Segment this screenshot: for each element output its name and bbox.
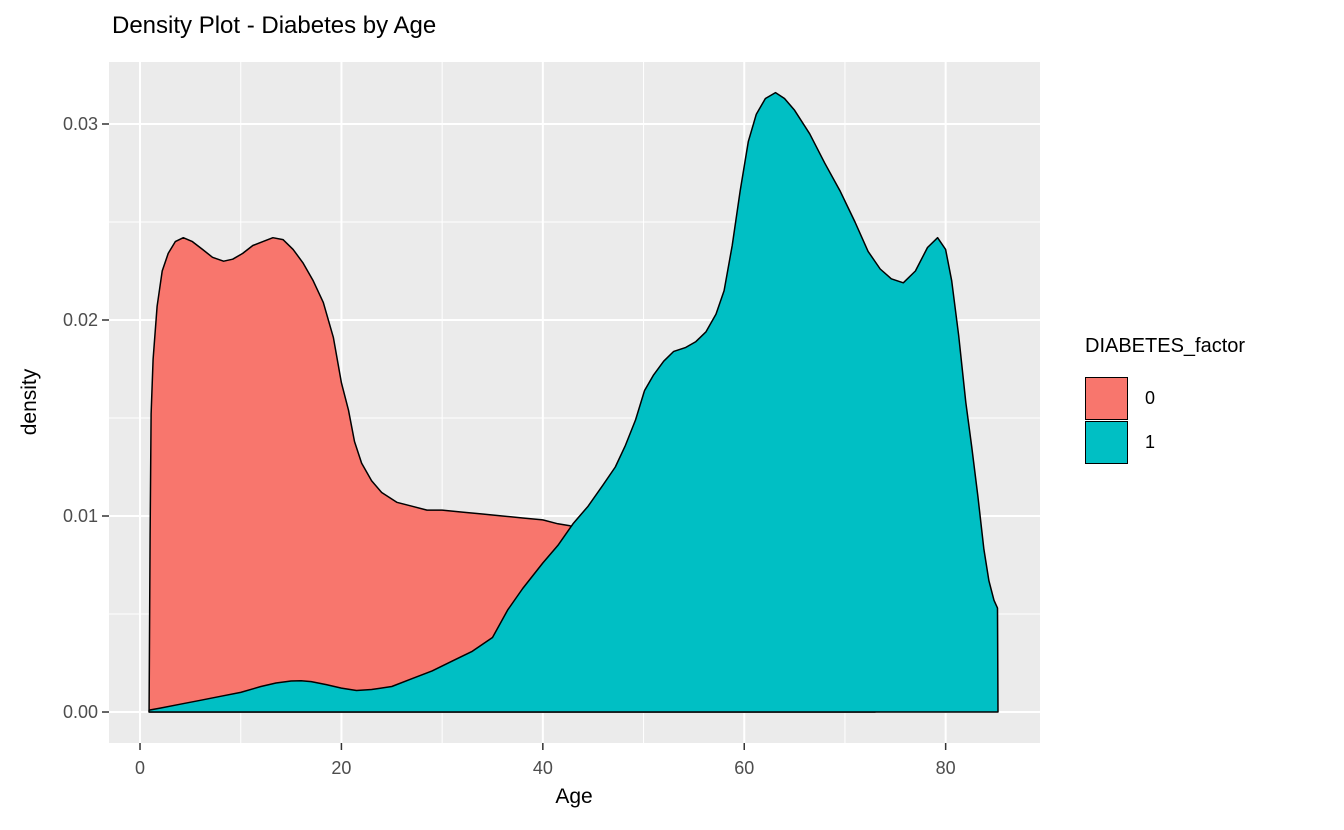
x-tick-label: 40: [533, 758, 553, 778]
legend-label-1: 1: [1145, 432, 1156, 452]
legend-swatch-0: [1085, 377, 1128, 420]
x-tick-label: 20: [331, 758, 351, 778]
x-axis-title: Age: [555, 785, 593, 808]
legend-swatch-1: [1085, 421, 1128, 464]
y-tick-label: 0.02: [63, 310, 98, 330]
legend-title: DIABETES_factor: [1085, 335, 1246, 357]
legend-entry: 1: [1085, 421, 1245, 464]
legend: DIABETES_factor 0 1: [1085, 335, 1245, 465]
x-tick-label: 80: [936, 758, 956, 778]
y-tick-label: 0.00: [63, 702, 98, 722]
y-tick-label: 0.03: [63, 114, 98, 134]
y-tick-label: 0.01: [63, 506, 98, 526]
density-area-1: [148, 91, 999, 713]
x-tick-label: 60: [734, 758, 754, 778]
y-axis-title: density: [18, 368, 41, 436]
legend-label-0: 0: [1145, 388, 1156, 408]
x-tick-label: 0: [135, 758, 145, 778]
plot-title: Density Plot - Diabetes by Age: [112, 12, 437, 39]
legend-entry: 0: [1085, 377, 1245, 420]
